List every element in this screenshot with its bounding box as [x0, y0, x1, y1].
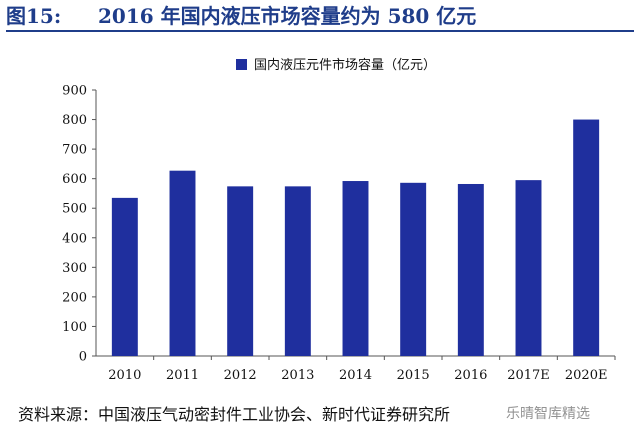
- y-tick-label: 100: [62, 320, 87, 335]
- x-tick-label: 2015: [397, 368, 430, 383]
- x-tick-label: 2017E: [507, 368, 550, 383]
- y-tick-labels: 0 100 200 300 400 500 600 700 800 900: [62, 84, 87, 365]
- bar-2013: [284, 186, 311, 356]
- bar-2020E: [573, 119, 600, 356]
- figure-number: 图15:: [6, 4, 62, 28]
- x-tick-label: 2020E: [565, 368, 608, 383]
- bar-2016: [457, 183, 484, 356]
- y-tick-label: 400: [62, 231, 87, 246]
- y-tick-label: 200: [62, 290, 87, 305]
- watermark: 乐晴智库精选: [506, 406, 590, 422]
- y-tick-label: 0: [79, 350, 87, 365]
- x-tick-label: 2010: [108, 368, 141, 383]
- x-tick-label: 2011: [166, 368, 199, 383]
- x-tick-label: 2014: [339, 368, 372, 383]
- bar-2010: [111, 197, 138, 356]
- x-tick-labels: 2010 2011 2012 2013 2014 2015 2016 2017E 2020E: [108, 368, 607, 383]
- y-tick-label: 900: [62, 84, 87, 99]
- x-tick-label: 2013: [281, 368, 314, 383]
- bars: [111, 119, 600, 356]
- y-tick-label: 500: [62, 202, 87, 217]
- legend-swatch: [236, 59, 247, 70]
- y-tick-label: 700: [62, 143, 87, 158]
- legend: 国内液压元件市场容量（亿元）: [236, 57, 436, 73]
- y-tick-label: 600: [62, 172, 87, 187]
- legend-label: 国内液压元件市场容量（亿元）: [254, 57, 436, 73]
- bar-2012: [227, 186, 254, 356]
- figure-title-text: 2016 年国内液压市场容量约为 580 亿元: [98, 4, 477, 28]
- figure-title: 图15: 2016 年国内液压市场容量约为 580 亿元: [6, 2, 634, 32]
- bar-2011: [169, 170, 196, 356]
- bar-2015: [400, 182, 427, 356]
- x-tick-label: 2012: [224, 368, 257, 383]
- y-tick-label: 800: [62, 113, 87, 128]
- bar-chart: 国内液压元件市场容量（亿元） 0 100 200 300 400 500 600 700 800…: [62, 57, 616, 383]
- bar-2014: [342, 181, 369, 356]
- bar-2017E: [515, 180, 542, 356]
- y-tick-label: 300: [62, 261, 87, 276]
- x-tick-label: 2016: [454, 368, 487, 383]
- source-note: 资料来源：中国液压气动密封件工业协会、新时代证券研究所: [18, 405, 451, 424]
